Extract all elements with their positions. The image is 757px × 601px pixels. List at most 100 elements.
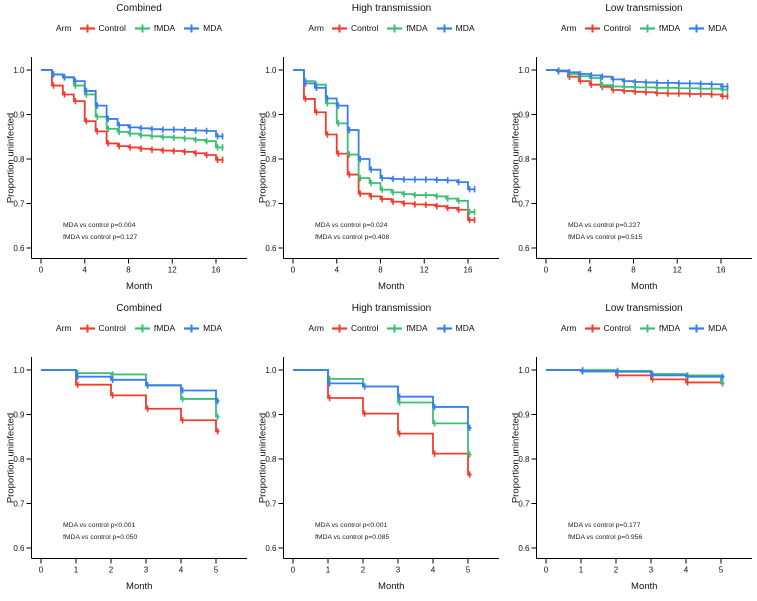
survival-curve [41, 69, 224, 162]
legend-entry-control: Control [79, 23, 126, 33]
plus-marker-icon [639, 24, 655, 33]
axes [283, 57, 499, 259]
legend-label: Control [603, 323, 631, 333]
y-tick-label: 0.9 [13, 410, 25, 419]
legend-label: fMDA [658, 23, 681, 33]
legend-entry-fmda: fMDA [639, 323, 680, 333]
legend-entry-fmda: fMDA [387, 23, 428, 33]
axes [536, 357, 752, 559]
legend-label: fMDA [406, 323, 428, 333]
survival-panel: High transmission Arm Control fMDA MDA P… [252, 300, 505, 601]
survival-plot: 1.0 0.9 0.8 0.7 0.6 0 4 8 12 16 Month [13, 57, 247, 292]
x-tick-label: 16 [464, 266, 473, 275]
x-tick-label: 3 [144, 566, 149, 575]
x-tick-label: 4 [588, 266, 593, 275]
x-tick-label: 8 [126, 266, 131, 275]
survival-curve [41, 369, 220, 403]
y-tick-label: 0.8 [265, 455, 277, 464]
series-control [293, 69, 476, 224]
pvalue-annotation-mda: MDA vs control p=0.177 [568, 522, 641, 529]
y-tick-label: 0.7 [265, 199, 277, 208]
legend-label: Control [351, 323, 379, 333]
series-mda [546, 368, 725, 380]
survival-panel: Low transmission Arm Control fMDA MDA Pr… [505, 300, 757, 601]
panel-title: Combined [116, 303, 162, 314]
axes [31, 357, 247, 559]
x-tick-label: 16 [717, 266, 726, 275]
x-tick-label: 0 [291, 266, 296, 275]
plus-marker-icon [436, 24, 452, 33]
y-tick-label: 0.6 [518, 544, 530, 553]
tick-labels: 1.0 0.9 0.8 0.7 0.6 0 1 2 3 4 5 [265, 366, 470, 575]
series-control [293, 369, 472, 478]
plus-marker-icon [134, 24, 150, 33]
tick-labels: 1.0 0.9 0.8 0.7 0.6 0 1 2 3 4 5 [518, 366, 723, 575]
y-tick-label: 0.8 [13, 455, 25, 464]
y-tick-label: 0.7 [13, 199, 25, 208]
survival-panel: Low transmission Arm Control fMDA MDA Pr… [505, 0, 757, 300]
legend: Arm Control fMDA MDA [531, 23, 757, 33]
y-tick-label: 0.9 [265, 410, 277, 419]
survival-curve [546, 69, 729, 98]
legend-label: MDA [708, 23, 728, 33]
x-tick-label: 1 [74, 566, 79, 575]
legend-entry-control: Control [332, 23, 378, 33]
tick-labels: 1.0 0.9 0.8 0.7 0.6 0 4 8 12 16 [265, 66, 473, 275]
y-tick-label: 0.7 [518, 499, 530, 508]
plus-marker-icon [184, 324, 200, 333]
plus-marker-icon [689, 24, 705, 33]
x-tick-label: 16 [212, 266, 221, 275]
survival-curve [41, 69, 224, 150]
x-tick-label: 4 [335, 266, 340, 275]
plus-marker-icon [639, 324, 655, 333]
x-tick-label: 12 [420, 266, 429, 275]
plus-marker-icon [134, 324, 150, 333]
x-tick-label: 0 [291, 566, 296, 575]
series-fmda [546, 67, 729, 93]
series-control [41, 369, 220, 435]
pvalue-annotation-mda: MDA vs control p<0.001 [63, 522, 136, 529]
legend-entry-mda: MDA [436, 23, 475, 33]
x-tick-label: 5 [214, 566, 219, 575]
tick-labels: 1.0 0.9 0.8 0.7 0.6 0 4 8 12 16 [13, 66, 221, 275]
legend-label: MDA [708, 323, 728, 333]
panel-title: High transmission [351, 303, 432, 314]
x-tick-label: 1 [326, 566, 331, 575]
plus-marker-icon [79, 24, 95, 33]
y-tick-label: 1.0 [518, 66, 530, 75]
series-mda [293, 369, 472, 432]
legend-label: Control [603, 23, 631, 33]
legend-entry-fmda: fMDA [639, 23, 681, 33]
x-tick-label: 0 [39, 266, 44, 275]
plus-marker-icon [387, 24, 403, 33]
survival-curve [41, 369, 220, 418]
legend-entry-mda: MDA [689, 23, 727, 33]
survival-plot: 1.0 0.9 0.8 0.7 0.6 0 1 2 3 4 5 Month [13, 357, 247, 592]
legend-entry-mda: MDA [184, 23, 222, 33]
pvalue-annotation-fmda: fMDA vs control p=0.408 [315, 234, 390, 241]
legend-label: MDA [455, 23, 475, 33]
x-tick-label: 12 [168, 266, 177, 275]
legend-title: Arm [308, 323, 325, 333]
legend-label: Control [98, 323, 126, 333]
legend-label: Control [351, 23, 379, 33]
x-axis-label: Month [126, 281, 152, 292]
legend-entry-mda: MDA [184, 323, 222, 333]
x-tick-label: 8 [631, 266, 636, 275]
legend-entry-control: Control [584, 323, 631, 333]
x-tick-label: 5 [466, 566, 471, 575]
pvalue-annotation-fmda: fMDA vs control p=0.515 [568, 234, 643, 241]
axes [31, 57, 247, 259]
legend-entry-mda: MDA [436, 323, 475, 333]
y-tick-label: 0.9 [518, 110, 530, 119]
legend: Arm Control fMDA MDA [278, 23, 505, 33]
pvalue-annotation-mda: MDA vs control p=0.227 [568, 222, 641, 229]
panel-title: Low transmission [605, 3, 683, 14]
series-mda [41, 69, 224, 140]
legend-label: MDA [203, 323, 223, 333]
x-tick-label: 4 [431, 566, 436, 575]
y-tick-label: 0.7 [518, 199, 530, 208]
plus-marker-icon [184, 24, 200, 33]
legend-title: Arm [560, 23, 577, 33]
pvalue-annotation-fmda: fMDA vs control p=0.127 [63, 234, 138, 241]
